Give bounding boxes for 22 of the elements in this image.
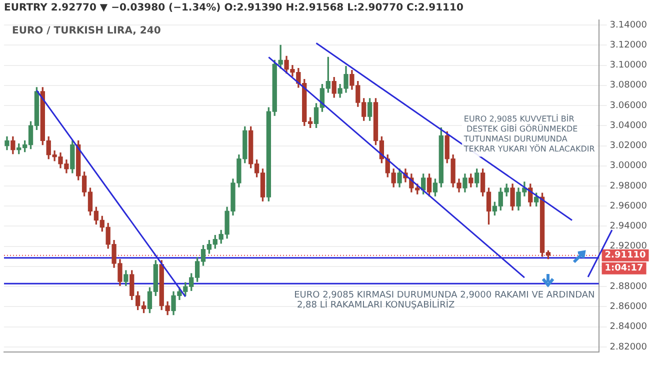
ref-line-label: 2.91110 [604, 250, 646, 261]
y-tick-label: 3.08000 [610, 80, 648, 91]
y-tick-label: 2.94000 [610, 222, 648, 232]
y-tick-label: 2.86000 [610, 302, 648, 312]
y-tick-label: 3.06000 [610, 100, 648, 111]
y-tick-label: 3.12000 [610, 40, 648, 50]
y-tick-label: 3.04000 [610, 120, 648, 131]
y-tick-label: 3.10000 [610, 60, 648, 71]
y-tick-label: 3.14000 [610, 20, 648, 30]
y-tick-label: 3.00000 [610, 161, 648, 172]
y-tick-label: 2.84000 [610, 322, 648, 332]
y-tick-label: 2.92000 [610, 242, 648, 252]
annotation: EURO 2,9085 KIRMASI DURUMUNDA 2,9000 RAKAMI VE ARDINDAN 2,88 Lİ RAKAMLARI KONUŞABİLİRİZ [294, 290, 595, 310]
y-tick-label: 2.98000 [610, 181, 648, 192]
y-tick-label: 3.02000 [610, 141, 648, 152]
text: EURO / TURKISH LIRA, 240 [12, 26, 161, 37]
chart-title: EURTRY 2.92770 ▼ −0.03980 (−1.34%) O:2.91390 H:2.91568 L:2.90770 C:2.91110 [4, 2, 464, 14]
y-tick-label: 2.88000 [610, 282, 648, 292]
annotation: EURO 2,9085 KUVVETLİ BİR DESTEK GİBİ GÖRÜNMEKDE TUTUNMASI DURUMUNDA TEKRAR YUKARI YÖN ALACAKDIR [462, 114, 596, 154]
y-tick-label: 2.96000 [610, 201, 648, 212]
text: 1:04:17 [604, 264, 644, 274]
y-tick-label: 2.82000 [610, 342, 648, 352]
